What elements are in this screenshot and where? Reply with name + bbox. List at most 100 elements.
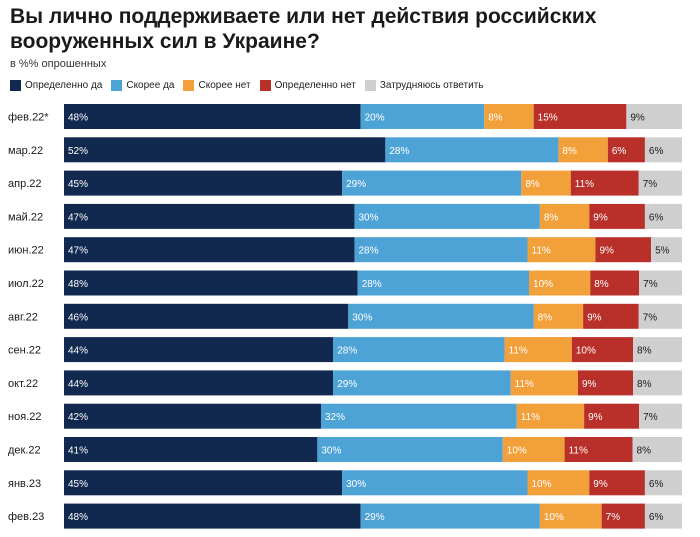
bar-segment-5 xyxy=(626,104,682,129)
bar-segment-5 xyxy=(651,237,682,263)
data-label: 15% xyxy=(538,113,558,124)
bar-segment-2 xyxy=(354,203,540,229)
data-label: 9% xyxy=(593,212,608,223)
bar-segment-2 xyxy=(342,470,528,496)
bar-segment-3 xyxy=(510,370,578,396)
legend-label: Определенно нет xyxy=(274,80,356,91)
data-label: 28% xyxy=(389,146,409,157)
bar-segment-3 xyxy=(521,170,571,196)
bar-segment-3 xyxy=(533,303,584,329)
bar-segment-4 xyxy=(533,104,627,129)
data-label: 5% xyxy=(655,246,670,257)
data-label: 9% xyxy=(588,412,603,423)
bar-segment-4 xyxy=(570,170,639,196)
data-label: 10% xyxy=(532,479,552,490)
category-label: июн.22 xyxy=(8,245,44,257)
data-label: 8% xyxy=(525,179,540,190)
legend-item-3: Скорее нет xyxy=(183,80,251,91)
data-label: 8% xyxy=(637,446,652,457)
bar-segment-1 xyxy=(64,237,355,263)
category-label: янв.23 xyxy=(8,478,41,490)
data-label: 30% xyxy=(346,479,366,490)
chart-title: Вы лично поддерживаете или нет действия … xyxy=(10,5,597,53)
data-label: 7% xyxy=(643,179,658,190)
data-label: 8% xyxy=(544,212,559,223)
legend-swatch xyxy=(183,80,195,91)
bar-segment-2 xyxy=(357,270,530,296)
data-label: 6% xyxy=(649,479,664,490)
bar-segment-5 xyxy=(644,137,682,163)
bar-segment-2 xyxy=(360,503,540,529)
data-label: 45% xyxy=(68,179,88,190)
bar-segment-3 xyxy=(529,270,591,296)
data-label: 11% xyxy=(575,179,594,190)
bar-segment-5 xyxy=(644,503,682,529)
bar-row: авг.22 46% 30% 8% 9% 7% xyxy=(8,303,682,329)
category-label: апр.22 xyxy=(8,178,41,190)
data-label: 44% xyxy=(68,379,88,390)
data-label: 10% xyxy=(533,279,553,290)
bar-segment-3 xyxy=(558,137,608,163)
bar-segment-4 xyxy=(583,303,639,329)
data-label: 7% xyxy=(643,279,658,290)
bar-segment-5 xyxy=(633,370,682,396)
data-label: 9% xyxy=(593,479,608,490)
data-label: 10% xyxy=(544,512,564,523)
data-label: 47% xyxy=(68,212,88,223)
data-label: 9% xyxy=(630,113,645,124)
bar-segment-4 xyxy=(595,237,652,263)
bar-segment-1 xyxy=(64,270,358,296)
bar-row: мар.22 52% 28% 8% 6% 6% xyxy=(8,137,682,163)
data-label: 30% xyxy=(352,312,372,323)
data-label: 7% xyxy=(643,312,658,323)
legend-swatch xyxy=(111,80,123,91)
bar-segment-5 xyxy=(632,437,682,462)
data-label: 48% xyxy=(68,113,88,124)
bar-segment-3 xyxy=(539,203,590,229)
data-label: 30% xyxy=(321,446,341,457)
bar-segment-2 xyxy=(348,303,534,329)
bar-segment-4 xyxy=(590,270,640,296)
data-label: 45% xyxy=(68,479,88,490)
bar-segment-1 xyxy=(64,170,343,196)
bar-segment-3 xyxy=(527,237,596,263)
data-label: 7% xyxy=(643,412,658,423)
bar-segment-2 xyxy=(333,370,511,396)
bar-segment-3 xyxy=(502,437,565,462)
legend-item-1: Определенно да xyxy=(10,80,102,91)
bar-segment-4 xyxy=(607,137,645,163)
category-label: июл.22 xyxy=(8,278,44,290)
bar-segment-2 xyxy=(317,437,503,462)
data-label: 32% xyxy=(325,412,345,423)
bar-segment-1 xyxy=(64,370,334,396)
bar-segment-5 xyxy=(638,170,682,196)
bar-segment-2 xyxy=(360,104,485,129)
bar-segment-1 xyxy=(64,203,355,229)
bar-row: июн.22 47% 28% 11% 9% 5% xyxy=(8,237,682,263)
bar-segment-5 xyxy=(644,470,682,496)
bar-segment-2 xyxy=(333,337,505,363)
data-label: 8% xyxy=(488,113,503,124)
data-label: 11% xyxy=(569,446,588,457)
data-label: 11% xyxy=(532,246,551,257)
data-label: 10% xyxy=(507,446,527,457)
bar-segment-5 xyxy=(644,203,682,229)
bar-segment-3 xyxy=(484,104,534,129)
data-label: 8% xyxy=(637,346,652,357)
data-label: 9% xyxy=(587,312,602,323)
bar-row: окт.22 44% 29% 11% 9% 8% xyxy=(8,370,682,396)
chart-legend: Определенно да Скорее да Скорее нет Определ… xyxy=(10,80,493,91)
legend-label: Скорее да xyxy=(126,80,175,91)
legend-label: Затрудняюсь ответить xyxy=(379,80,484,91)
data-label: 28% xyxy=(358,246,378,257)
data-label: 11% xyxy=(509,346,528,357)
data-label: 6% xyxy=(649,212,664,223)
data-label: 29% xyxy=(365,512,385,523)
category-label: сен.22 xyxy=(8,345,41,357)
data-label: 48% xyxy=(68,279,88,290)
legend-item-4: Определенно нет xyxy=(259,80,356,91)
bar-segment-1 xyxy=(64,337,334,363)
category-label: окт.22 xyxy=(8,378,38,390)
data-label: 41% xyxy=(68,446,88,457)
